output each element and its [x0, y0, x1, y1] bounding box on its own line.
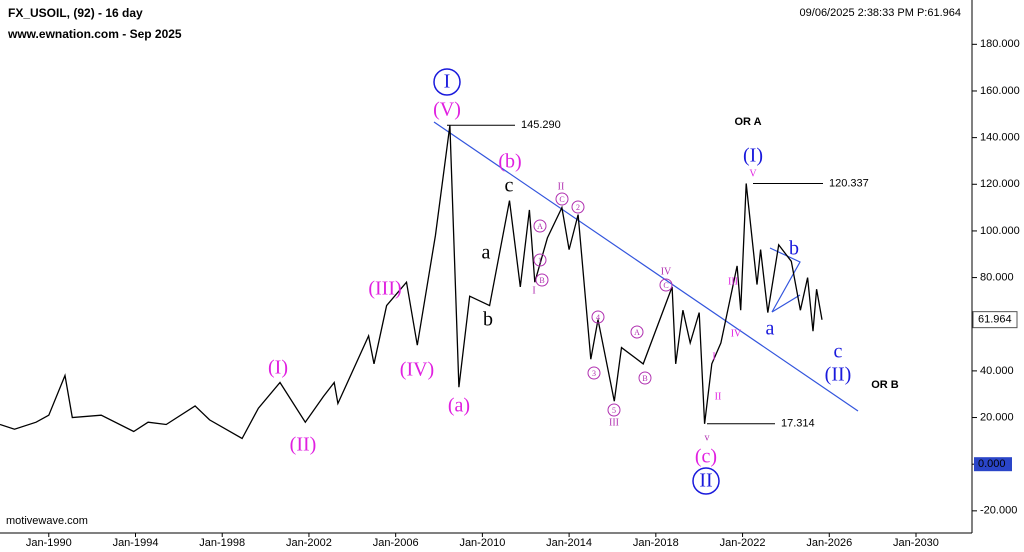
- label-circle: [433, 68, 461, 96]
- label-circle: [571, 200, 585, 214]
- x-tick-label: Jan-2014: [546, 537, 592, 549]
- wave-label: b: [789, 238, 799, 260]
- x-tick-label: Jan-2002: [286, 537, 332, 549]
- wave-label: II: [715, 391, 722, 402]
- wave-label: (a): [448, 395, 470, 417]
- wave-label: 1: [538, 256, 542, 265]
- wave-label: B: [539, 276, 544, 285]
- timestamp: 09/06/2025 2:38:33 PM P:61.964: [800, 7, 961, 19]
- wave-label: OR A: [734, 116, 761, 128]
- y-tick-label: 20.000: [980, 411, 1014, 423]
- wave-label: II: [558, 181, 565, 192]
- x-tick-label: Jan-1994: [113, 537, 159, 549]
- x-tick-label: Jan-1998: [199, 537, 245, 549]
- y-tick-label: 180.000: [980, 38, 1020, 50]
- wave-label: (I): [743, 145, 763, 167]
- x-tick-label: Jan-2026: [806, 537, 852, 549]
- wave-label: IV: [731, 328, 742, 339]
- y-tick-label: -20.000: [980, 505, 1017, 517]
- label-circle: [533, 219, 547, 233]
- wave-label: III: [728, 276, 738, 287]
- label-circle: [630, 325, 644, 339]
- wave-label: (IV): [400, 359, 434, 381]
- wave-label: (I): [268, 357, 288, 379]
- wave-label: c: [834, 341, 843, 363]
- wave-label: 3: [592, 369, 596, 378]
- wave-label: a: [482, 242, 491, 264]
- x-tick-label: Jan-2018: [633, 537, 679, 549]
- price-box: [972, 311, 1018, 329]
- x-tick-label: Jan-2022: [720, 537, 766, 549]
- wave-label: (II): [290, 434, 317, 456]
- wave-label: c: [505, 175, 514, 197]
- label-circle: [555, 192, 569, 206]
- label-circle: [591, 310, 605, 324]
- footer: motivewave.com: [6, 515, 88, 527]
- wave-label: I: [532, 285, 535, 296]
- label-circle: [659, 278, 673, 292]
- wave-label: (b): [498, 151, 521, 173]
- y-tick-label: 0.000: [978, 458, 1006, 470]
- y-tick-label: 80.000: [980, 271, 1014, 283]
- triangle-line: [771, 294, 801, 313]
- wave-label: 5: [612, 406, 616, 415]
- chart-title: FX_USOIL, (92) - 16 day: [8, 6, 143, 20]
- y-tick-label: 120.000: [980, 178, 1020, 190]
- wave-label: I: [444, 71, 451, 93]
- wave-label: v: [705, 432, 710, 443]
- level-label: 120.337: [829, 177, 869, 189]
- wave-label: I: [712, 351, 715, 362]
- wave-label: C: [663, 281, 668, 290]
- y-tick-label: 40.000: [980, 365, 1014, 377]
- y-tick-label: 140.000: [980, 132, 1020, 144]
- wave-label: B: [642, 374, 647, 383]
- wave-label: A: [634, 328, 640, 337]
- zero-box: [974, 457, 1012, 472]
- label-circle: [533, 253, 547, 267]
- wave-label: V: [749, 168, 757, 179]
- label-circle: [638, 371, 652, 385]
- x-tick-label: Jan-2006: [373, 537, 419, 549]
- y-tick-label: 100.000: [980, 225, 1020, 237]
- wave-label: 2: [576, 203, 580, 212]
- wave-label: (III): [368, 278, 401, 300]
- chart-subtitle: www.ewnation.com - Sep 2025: [7, 27, 182, 41]
- wave-label: A: [537, 222, 543, 231]
- level-label: 145.290: [521, 119, 561, 131]
- price-label: 61.964: [978, 314, 1012, 326]
- x-tick-label: Jan-2030: [893, 537, 939, 549]
- level-label: 17.314: [781, 418, 815, 430]
- wave-label: IV: [661, 266, 672, 277]
- trend-line: [433, 121, 859, 412]
- triangle-line: [769, 247, 801, 313]
- x-tick-label: Jan-1990: [26, 537, 72, 549]
- wave-label: b: [483, 309, 493, 331]
- price-line: [0, 125, 823, 440]
- wave-label: III: [609, 417, 619, 428]
- wave-label: (c): [695, 446, 717, 468]
- label-circle: [535, 273, 549, 287]
- wave-label: a: [766, 318, 775, 340]
- label-circle: [607, 403, 621, 417]
- wave-label: (V): [433, 99, 461, 121]
- wave-label: OR B: [871, 379, 899, 391]
- wave-label: C: [559, 195, 564, 204]
- y-tick-label: 160.000: [980, 85, 1020, 97]
- label-circle: [587, 366, 601, 380]
- label-circle: [692, 467, 720, 495]
- wave-label: II: [699, 470, 712, 492]
- wave-label: (II): [825, 364, 852, 386]
- x-tick-label: Jan-2010: [459, 537, 505, 549]
- wave-label: 4: [596, 313, 600, 322]
